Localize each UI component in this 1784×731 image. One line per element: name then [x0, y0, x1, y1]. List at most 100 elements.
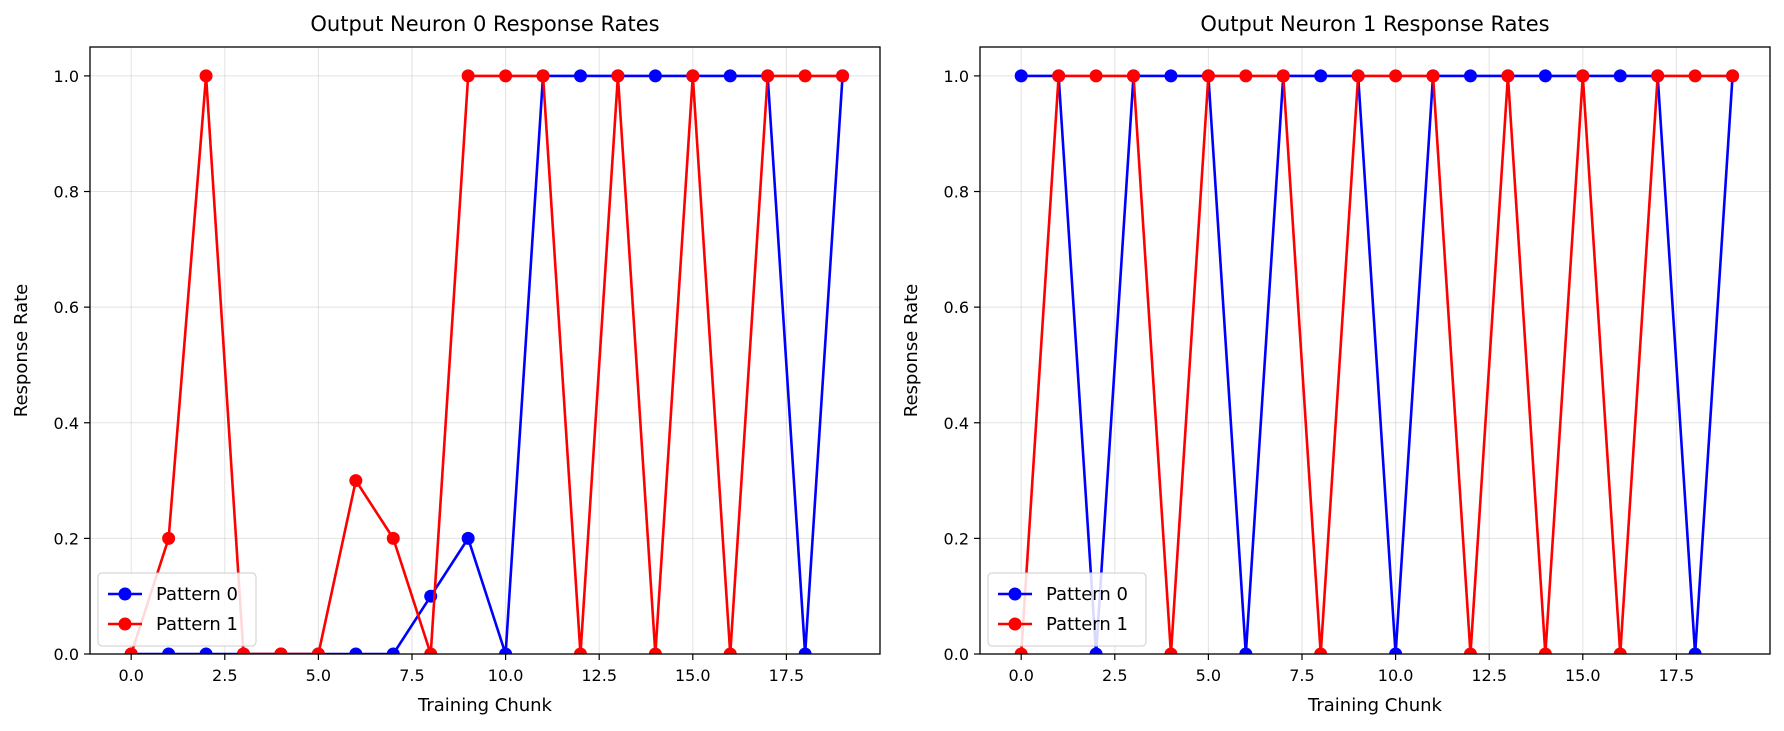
data-point	[1688, 647, 1702, 654]
data-point	[162, 531, 176, 545]
data-point	[573, 647, 587, 654]
data-point	[798, 647, 812, 654]
data-point	[199, 647, 213, 654]
data-point	[1426, 69, 1440, 83]
data-point	[499, 647, 513, 654]
series-line-1	[129, 74, 843, 654]
data-point	[1089, 647, 1103, 654]
x-tick-label: 17.5	[1659, 666, 1695, 685]
data-point	[461, 531, 475, 545]
legend-box	[97, 572, 257, 647]
x-tick-label: 10.0	[1378, 666, 1414, 685]
data-point	[1389, 647, 1403, 654]
legend: Pattern 0 Pattern 1	[987, 572, 1147, 647]
x-tick-label: 17.5	[769, 666, 805, 685]
y-tick-label: 0.6	[54, 298, 79, 317]
x-tick-label: 12.5	[581, 666, 617, 685]
axes-frame	[979, 46, 1771, 655]
x-tick-label: 15.0	[1565, 666, 1601, 685]
y-axis-label: Response Rate	[901, 284, 922, 417]
x-tick-label: 10.0	[488, 666, 524, 685]
y-tick-label: 0.6	[944, 298, 969, 317]
y-tick-label: 0.8	[944, 183, 969, 202]
data-point	[1351, 69, 1365, 83]
data-point	[611, 69, 625, 83]
data-point	[1014, 69, 1028, 83]
x-tick-label: 7.5	[399, 666, 424, 685]
data-point	[1164, 647, 1178, 654]
data-point	[1201, 69, 1215, 83]
data-point	[1239, 69, 1253, 83]
legend-marker	[118, 587, 132, 601]
plot-area	[1014, 69, 1740, 654]
data-point	[461, 69, 475, 83]
data-point	[1314, 647, 1328, 654]
data-point	[536, 69, 550, 83]
data-point	[1726, 69, 1740, 83]
data-point	[1089, 69, 1103, 83]
data-point	[573, 69, 587, 83]
legend-marker	[1008, 587, 1022, 601]
y-axis-label: Response Rate	[11, 284, 32, 417]
x-tick-label: 0.0	[118, 666, 143, 685]
data-point	[386, 531, 400, 545]
x-tick-label: 12.5	[1471, 666, 1507, 685]
x-tick-label: 7.5	[1289, 666, 1314, 685]
data-point	[798, 69, 812, 83]
legend-label: Pattern 0	[1046, 584, 1128, 605]
y-tick-label: 1.0	[944, 67, 969, 86]
y-tick-label: 0.8	[54, 183, 79, 202]
series-line-1	[1019, 74, 1733, 654]
y-tick-label: 0.4	[944, 414, 969, 433]
x-axis-label: Training Chunk	[417, 695, 553, 716]
data-point	[1538, 647, 1552, 654]
legend-label: Pattern 1	[156, 614, 238, 635]
data-point	[686, 69, 700, 83]
y-tick-label: 0.2	[944, 529, 969, 548]
data-point	[199, 69, 213, 83]
data-point	[1127, 69, 1141, 83]
data-point	[1688, 69, 1702, 83]
data-point	[723, 647, 737, 654]
legend-label: Pattern 0	[156, 584, 238, 605]
data-point	[1052, 69, 1066, 83]
y-tick-label: 0.2	[54, 529, 79, 548]
data-point	[274, 647, 288, 654]
legend-marker	[118, 617, 132, 631]
x-tick-label: 5.0	[1196, 666, 1221, 685]
data-point	[1576, 69, 1590, 83]
data-point	[648, 647, 662, 654]
legend-box	[987, 572, 1147, 647]
x-axis-label: Training Chunk	[1307, 695, 1443, 716]
legend-label: Pattern 1	[1046, 614, 1128, 635]
x-tick-label: 2.5	[1102, 666, 1127, 685]
chart-panel-0: 0.0 2.5 5.0 7.5 10.0 12.5 15.0 17.5 0.0 0.2 0.4 0.6…	[11, 12, 881, 716]
y-tick-label: 0.4	[54, 414, 79, 433]
data-point	[349, 647, 363, 654]
chart-title: Output Neuron 1 Response Rates	[1200, 12, 1549, 36]
data-point	[836, 69, 850, 83]
data-point	[1613, 647, 1627, 654]
chart-title: Output Neuron 0 Response Rates	[310, 12, 659, 36]
x-tick-label: 5.0	[306, 666, 331, 685]
data-point	[648, 69, 662, 83]
legend: Pattern 0 Pattern 1	[97, 572, 257, 647]
y-tick-label: 1.0	[54, 67, 79, 86]
data-point	[237, 647, 251, 654]
data-point	[124, 647, 138, 654]
data-point	[162, 647, 176, 654]
y-tick-label: 0.0	[944, 645, 969, 664]
data-point	[1314, 69, 1328, 83]
data-point	[499, 69, 513, 83]
data-point	[1538, 69, 1552, 83]
data-point	[311, 647, 325, 654]
data-point	[723, 69, 737, 83]
data-point	[1463, 69, 1477, 83]
data-point	[1164, 69, 1178, 83]
plot-area	[124, 69, 850, 654]
data-point	[424, 647, 438, 654]
data-point	[1239, 647, 1253, 654]
data-point	[1389, 69, 1403, 83]
data-point	[349, 474, 363, 488]
